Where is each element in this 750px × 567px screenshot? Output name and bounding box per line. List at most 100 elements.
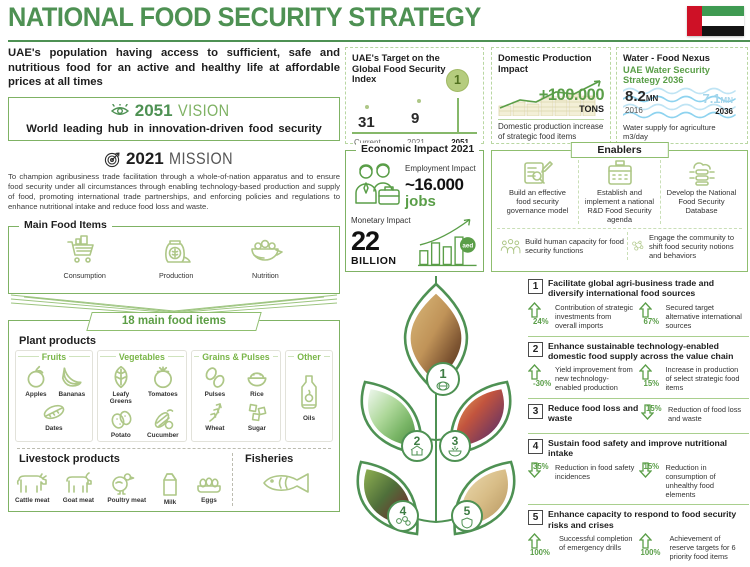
kpi-emergency-drills-badge: 100% [528,533,556,557]
grains-pulses-label: Grains & Pulses [202,351,270,362]
kpi-emergency-drills-value: 100% [530,548,550,558]
vision-header: 2051 VISION [13,101,335,121]
flag-white-stripe [702,16,744,26]
flag-stripes [702,6,744,36]
grains-pulses-items: Pulses Rice Wheat Sugar [194,364,278,432]
sugar-cubes-icon [248,403,267,421]
kpi-unhealthy-food-text: Reduction in consumption of unhealthy fo… [665,462,716,499]
sugar-label: Sugar [247,424,266,432]
tomatoes-item: Tomatoes [144,364,182,405]
kpi-safety-incidences-badge: 35% [528,462,552,486]
production-label: Production [158,270,194,280]
oils-item: Oils [288,374,330,422]
water-2016-number: 8.2 [625,88,646,106]
rice-bowl-icon [247,371,267,387]
wheat-icon [209,402,222,422]
beans-icon [205,366,225,388]
fisheries-title: Fisheries [245,452,294,465]
water-reading-2036: 7.1MN 2036 [702,89,739,122]
employment-value: ~16.000 [405,175,464,194]
kpi-reserve-targets-badge: 100% [638,533,667,557]
badge-5-number: 5 [464,504,471,518]
economic-impact-box: Economic Impact 2021 Employment Impact ~… [345,143,484,272]
tomatoes-label: Tomatoes [147,390,178,398]
group-vegetables: Vegetables Leafy Greens Tomatoes Potato [96,349,187,442]
water-chart: 8.2MN 2016 7.1MN 2036 [623,86,741,122]
main-food-items-banner: 18 main food items [86,311,262,331]
flag-black-stripe [702,26,744,36]
gfsi-value-2021: 9 [411,110,420,128]
kpi-yield-badge: -30% [528,364,552,388]
grain-sack-icon [165,239,191,263]
gfsi-dot-current [365,105,369,110]
kpi-investments: 24% Contribution of strategic investment… [528,301,639,331]
leaf-badges: 1 2 3 4 5 [387,362,483,532]
objective-1-header: 1 Facilitate global agri-business trade … [528,278,749,299]
gfsi-dot-2021 [417,99,421,104]
other-header: Other [288,352,330,362]
pulses-item: Pulses [196,364,234,398]
products-box: Plant products Fruits Apples Bananas Dat [8,319,340,512]
gfsi-target-circle: 1 [446,69,469,93]
milk-item: Milk [159,470,181,506]
water-reading-2016: 8.2MN 2016 [625,89,658,122]
objective-5-title: Enhance capacity to respond to food secu… [548,509,737,530]
water-subtitle: UAE Water Security Strategy 2036 [623,64,710,85]
objective-5-kpis: 100% Successful completion of emergency … [528,533,749,562]
workers-icon [355,163,400,205]
objective-2-title: Enhance sustainable technology-enabled d… [548,340,734,361]
shield-icon [461,517,473,529]
gfsi-title: UAE's Target on the Global Food Security… [352,53,446,85]
eggs-label: Eggs [201,496,217,504]
nutrition-leaf-icon [396,516,411,526]
banana-icon [61,367,82,387]
vision-statement: World leading hub in innovation-driven f… [26,123,322,136]
gfsi-label-2051: 2051 [451,138,469,147]
objective-5-header: 5 Enhance capacity to respond to food se… [528,509,749,530]
kpi-investments-text: Contribution of strategic investments fr… [555,302,634,330]
mission-statement: To champion agribusiness trade facilitat… [8,172,340,212]
kpi-emergency-drills: 100% Successful completion of emergency … [528,533,639,562]
wheat-label: Wheat [205,424,225,432]
enabler-rnd-text: Establish and implement a national R&D F… [584,188,655,224]
other-label: Other [297,351,321,362]
vision-year: 2051 [134,101,173,121]
bananas-item: Bananas [56,364,88,398]
production-bars-chart [498,80,601,117]
kpi-strategic-production: 15% Increase in production of select str… [638,364,750,393]
water-2016-year: 2016 [625,106,643,116]
kpi-safety-incidences: 35% Reduction in food safety incidences [528,462,639,500]
cucumber-icon [154,408,174,429]
gfsi-baseline [352,132,477,135]
livestock-items: Cattle meat Goat meat Poultry meat Milk [15,468,232,506]
enablers-bottom-row: Build human capacity for food security f… [497,228,742,260]
enabler-governance-text: Build an effective food security governa… [506,188,569,215]
kpi-yield: -30% Yield improvement from new technolo… [528,364,639,393]
objective-2-kpis: -30% Yield improvement from new technolo… [528,364,749,393]
monetary-impact: Monetary Impact 22 BILLION aed [351,211,478,267]
water-2036-year: 2036 [715,107,733,117]
water-2036-unit: MN [720,96,733,106]
employment-unit: jobs [405,193,436,210]
objective-4-header: 4 Sustain food safety and improve nutrit… [528,438,749,459]
kpi-yield-text: Yield improvement from new technology-en… [555,365,633,393]
up-arrow-icon [638,364,652,381]
poultry-item: Poultry meat [107,470,146,506]
eggs-icon [197,477,221,493]
mission-label: MISSION [168,149,233,169]
dashed-separator [17,447,331,449]
group-grains-pulses: Grains & Pulses Pulses Rice Wheat [190,349,281,442]
objective-3-header: 3 Reduce food loss and waste [528,403,641,424]
objective-1-number: 1 [528,279,543,294]
cucumber-label: Cucumber [147,431,179,439]
database-cloud-icon [688,162,715,186]
up-arrow-icon [528,301,541,318]
sugar-item: Sugar [238,400,276,432]
objective-3-number: 3 [528,404,543,419]
objective-4-kpis: 35% Reduction in food safety incidences … [528,462,749,500]
fruits-label: Fruits [41,351,67,362]
fruits-header: Fruits [18,352,90,362]
leafy-greens-label: Leafy Greens [109,390,132,405]
goat-icon [66,471,93,493]
target-dart-icon [104,151,120,167]
